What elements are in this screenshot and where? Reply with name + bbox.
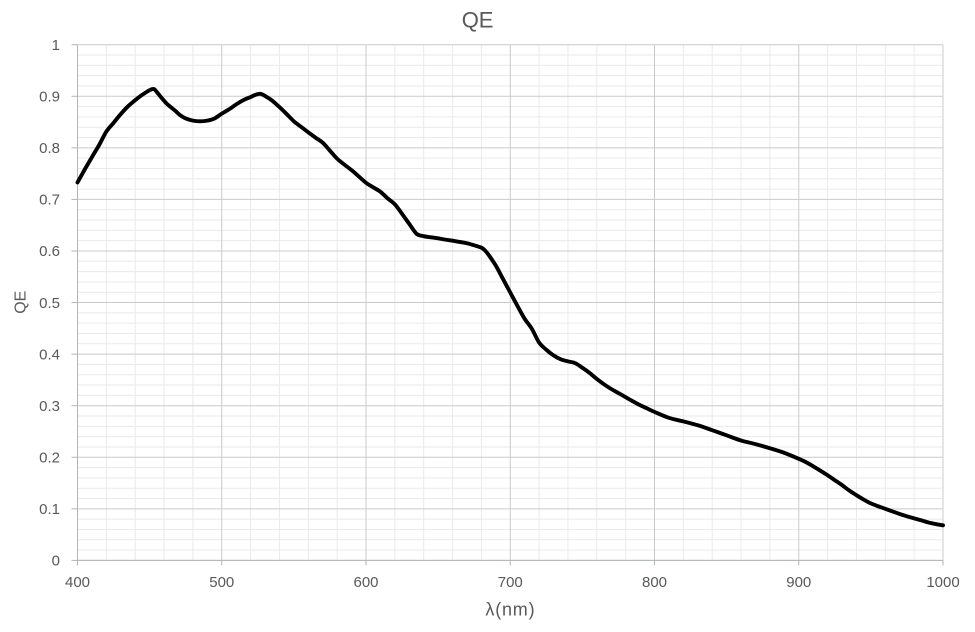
svg-text:0.4: 0.4 — [39, 346, 60, 363]
svg-text:0.8: 0.8 — [39, 140, 60, 157]
svg-text:0.9: 0.9 — [39, 88, 60, 105]
svg-text:800: 800 — [642, 574, 667, 591]
svg-text:λ(nm): λ(nm) — [485, 600, 535, 620]
svg-text:700: 700 — [498, 574, 523, 591]
svg-text:1: 1 — [52, 37, 60, 54]
svg-text:QE: QE — [12, 291, 29, 314]
svg-text:0.7: 0.7 — [39, 192, 60, 209]
svg-text:1000: 1000 — [926, 574, 959, 591]
svg-text:600: 600 — [353, 574, 378, 591]
svg-text:0.3: 0.3 — [39, 398, 60, 415]
svg-text:500: 500 — [209, 574, 234, 591]
svg-text:0.1: 0.1 — [39, 501, 60, 518]
svg-text:0.5: 0.5 — [39, 295, 60, 312]
svg-text:QE: QE — [462, 7, 494, 32]
svg-text:400: 400 — [65, 574, 90, 591]
svg-text:0: 0 — [52, 553, 60, 570]
svg-text:0.6: 0.6 — [39, 243, 60, 260]
svg-text:0.2: 0.2 — [39, 449, 60, 466]
svg-text:900: 900 — [786, 574, 811, 591]
